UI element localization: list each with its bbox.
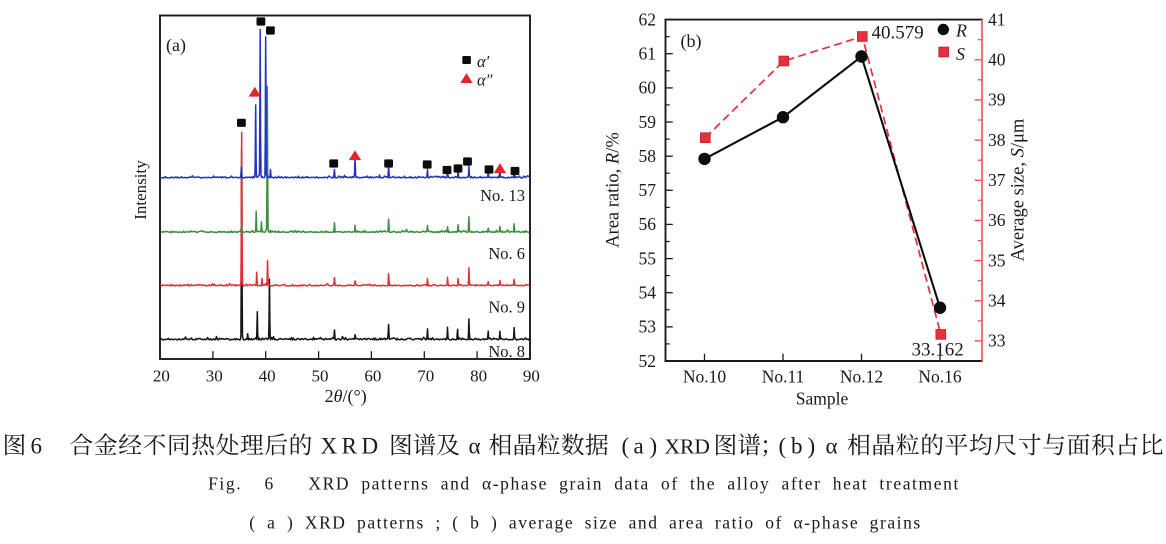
svg-text:90: 90: [523, 367, 540, 386]
svg-text:): ): [808, 434, 816, 459]
svg-text:(a): (a): [166, 35, 186, 56]
svg-text:(b): (b): [681, 31, 702, 52]
svg-text:35: 35: [988, 250, 1006, 270]
svg-text:(: (: [779, 434, 787, 459]
svg-text:No.16: No.16: [918, 367, 962, 387]
svg-text:S: S: [956, 44, 965, 64]
svg-text:R: R: [955, 21, 967, 41]
svg-text:No. 13: No. 13: [480, 186, 525, 205]
svg-text:61: 61: [639, 44, 657, 64]
svg-text:80: 80: [470, 367, 487, 386]
svg-text:No.11: No.11: [762, 367, 805, 387]
svg-text:33.162: 33.162: [912, 340, 964, 361]
svg-text:40: 40: [259, 367, 276, 386]
svg-text:Area ratio, R/%: Area ratio, R/%: [604, 132, 624, 248]
svg-text:XRD: XRD: [665, 435, 710, 459]
svg-text:36: 36: [988, 210, 1006, 230]
svg-text:56: 56: [639, 214, 657, 234]
svg-text:XRD: XRD: [321, 434, 383, 459]
svg-text:60: 60: [639, 78, 657, 98]
svg-text:6: 6: [31, 434, 43, 459]
svg-text:62: 62: [639, 9, 657, 29]
svg-text:No.12: No.12: [840, 367, 883, 387]
svg-text:58: 58: [639, 146, 657, 166]
svg-text:70: 70: [417, 367, 434, 386]
svg-text:2θ/(°): 2θ/(°): [325, 386, 367, 407]
svg-text:Average size, S/μm: Average size, S/μm: [1009, 118, 1029, 261]
svg-text:60: 60: [364, 367, 381, 386]
svg-text:No. 8: No. 8: [488, 342, 525, 361]
svg-text:54: 54: [639, 283, 657, 303]
svg-text:40: 40: [988, 50, 1006, 70]
svg-text:No. 6: No. 6: [488, 244, 525, 263]
svg-text:( a ) XRD patterns ; ( b ) ave: ( a ) XRD patterns ; ( b ) average size …: [249, 513, 922, 533]
svg-text:59: 59: [639, 112, 657, 132]
svg-text:20: 20: [153, 367, 170, 386]
svg-text:37: 37: [988, 170, 1006, 190]
svg-text:a: a: [634, 434, 644, 459]
svg-text:52: 52: [639, 351, 657, 371]
svg-text:57: 57: [639, 180, 657, 200]
svg-text:Sample: Sample: [796, 389, 849, 409]
svg-text:55: 55: [639, 248, 657, 268]
svg-text:No. 9: No. 9: [488, 298, 525, 317]
svg-text:α: α: [469, 434, 481, 459]
svg-text:53: 53: [639, 317, 657, 337]
svg-text:38: 38: [988, 130, 1006, 150]
svg-text:34: 34: [988, 291, 1006, 311]
svg-text:b: b: [791, 434, 803, 459]
svg-text:(: (: [622, 434, 630, 459]
svg-text:41: 41: [988, 9, 1006, 29]
svg-text:33: 33: [988, 331, 1006, 351]
svg-text:No.10: No.10: [683, 367, 727, 387]
svg-text:α: α: [826, 434, 838, 459]
svg-text:α′: α′: [477, 52, 490, 71]
svg-text:α″: α″: [477, 71, 494, 90]
svg-text:Intensity: Intensity: [131, 160, 150, 220]
svg-text:Fig. 6 XRD patterns and α-p: Fig. 6 XRD patterns and α-phase grain da…: [208, 474, 960, 494]
svg-text:30: 30: [206, 367, 223, 386]
svg-text:39: 39: [988, 90, 1006, 110]
svg-text:40.579: 40.579: [872, 23, 924, 44]
svg-text:50: 50: [312, 367, 329, 386]
svg-text:): ): [650, 434, 658, 459]
